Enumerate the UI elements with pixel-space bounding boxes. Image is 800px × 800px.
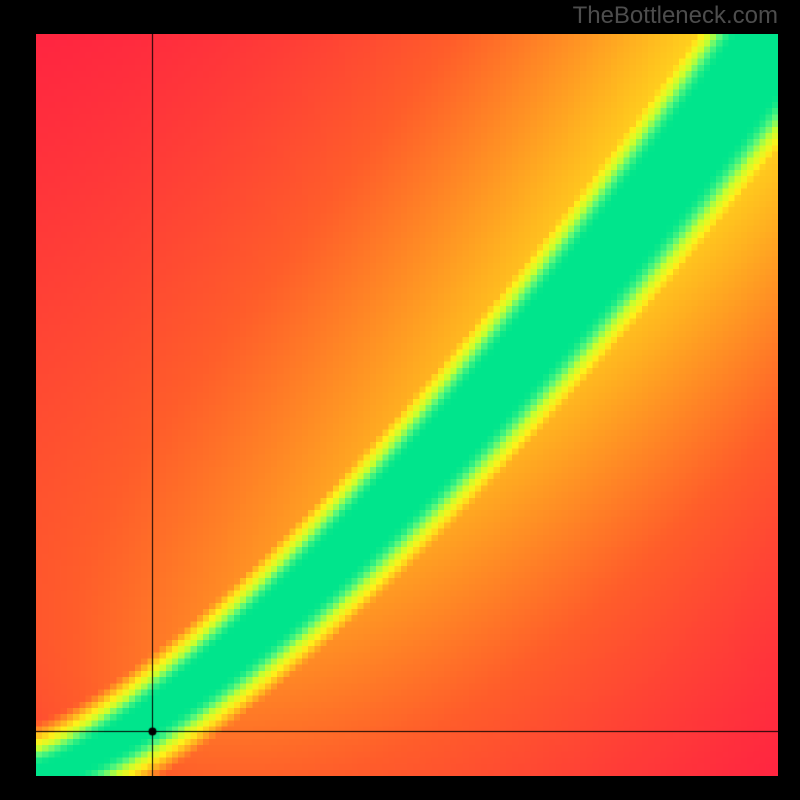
bottleneck-heatmap <box>36 34 778 776</box>
watermark-text: TheBottleneck.com <box>573 2 778 30</box>
chart-container: { "watermark": { "text": "TheBottleneck.… <box>0 0 800 800</box>
